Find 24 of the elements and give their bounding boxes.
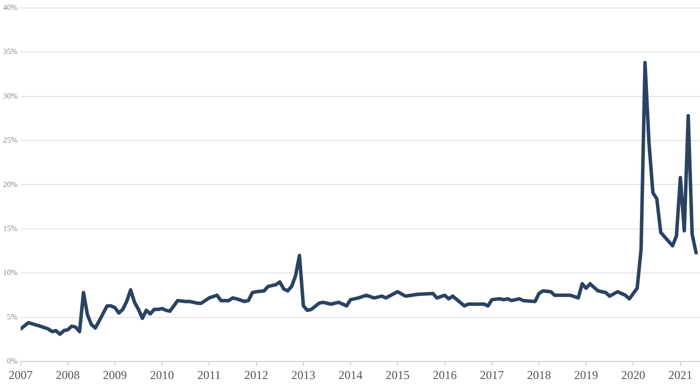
x-tick-label: 2012 <box>244 368 268 382</box>
x-tick-label: 2007 <box>8 368 33 382</box>
x-tick-label: 2010 <box>150 368 174 382</box>
y-tick-label: 35% <box>2 47 18 56</box>
x-tick-label: 2016 <box>432 368 457 382</box>
x-tick-label: 2009 <box>102 368 127 382</box>
y-tick-label: 5% <box>6 312 18 322</box>
y-tick-label: 20% <box>2 180 18 189</box>
x-tick-label: 2018 <box>527 368 551 382</box>
x-tick-label: 2008 <box>56 368 80 382</box>
x-tick-label: 2013 <box>291 368 316 382</box>
y-tick-label: 10% <box>2 268 18 278</box>
y-tick-label: 15% <box>2 224 18 234</box>
y-tick-label: 30% <box>2 91 18 100</box>
x-tick-label: 2017 <box>480 368 504 382</box>
x-tick-label: 2015 <box>386 368 410 382</box>
x-tick-label: 2019 <box>574 368 598 382</box>
x-tick-label: 2021 <box>668 368 692 382</box>
y-tick-label: 0% <box>6 356 18 366</box>
x-tick-label: 2014 <box>338 368 363 382</box>
x-tick-label: 2020 <box>621 368 646 382</box>
y-tick-label: 25% <box>2 136 18 145</box>
x-tick-label: 2011 <box>197 368 221 382</box>
y-tick-label: 40% <box>2 2 18 12</box>
